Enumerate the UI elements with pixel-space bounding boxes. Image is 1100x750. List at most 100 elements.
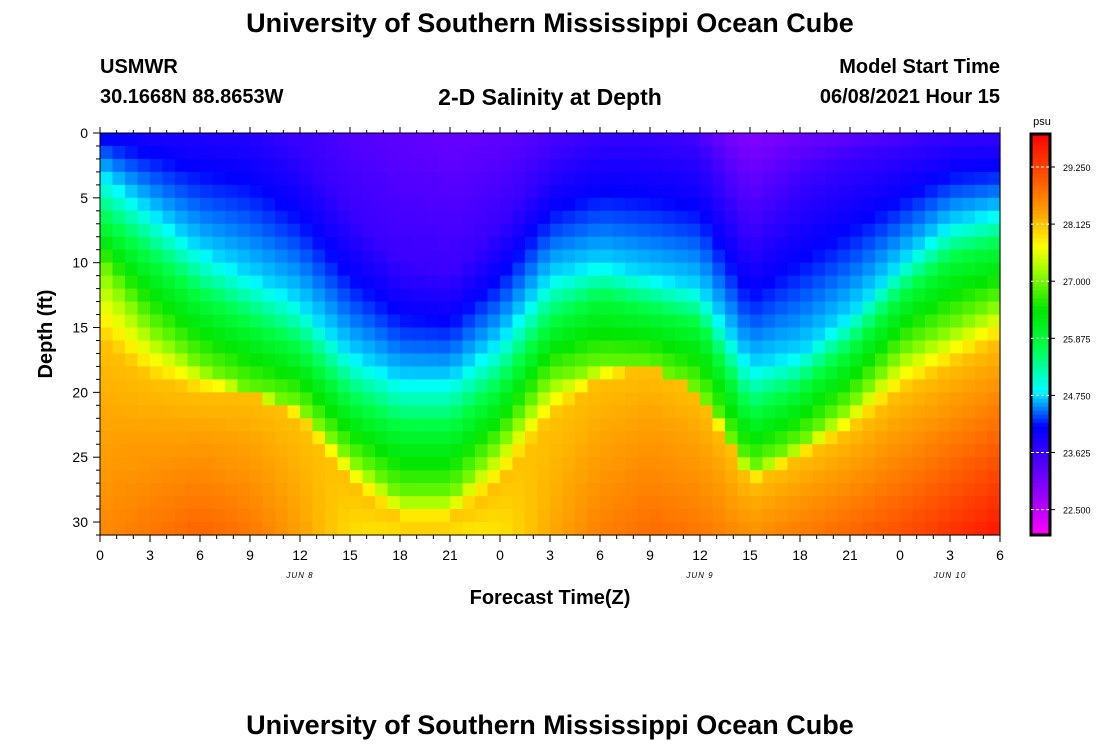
heatmap-cell (350, 171, 364, 186)
heatmap-cell (287, 171, 301, 186)
heatmap-cell (437, 197, 451, 212)
heatmap-cell (850, 301, 864, 316)
heatmap-cell (162, 236, 176, 251)
heatmap-cell (725, 223, 739, 238)
heatmap-cell (762, 496, 776, 510)
heatmap-cell (487, 405, 501, 419)
heatmap-cell (237, 509, 251, 523)
heatmap-cell (575, 366, 589, 380)
heatmap-cell (550, 405, 564, 419)
heatmap-cell (325, 262, 339, 277)
heatmap-cell (125, 301, 139, 316)
heatmap-cell (350, 236, 364, 251)
heatmap-cell (887, 496, 901, 510)
heatmap-cell (550, 301, 564, 316)
x-axis-label: Forecast Time(Z) (470, 587, 631, 609)
heatmap-cell (500, 210, 514, 225)
heatmap-cell (787, 379, 801, 393)
heatmap-cell (287, 522, 301, 536)
heatmap-cell (712, 171, 726, 186)
heatmap-cell (300, 457, 314, 471)
heatmap-cell (137, 522, 151, 536)
heatmap-cell (762, 483, 776, 497)
heatmap-cell (425, 327, 439, 342)
heatmap-cell (312, 509, 326, 523)
heatmap-cell (362, 262, 376, 277)
heatmap-cell (562, 509, 576, 523)
heatmap-cell (425, 405, 439, 419)
heatmap-cell (475, 340, 489, 355)
heatmap-cell (575, 314, 589, 329)
heatmap-cell (775, 444, 789, 458)
heatmap-cell (900, 444, 914, 458)
heatmap-cell (500, 366, 514, 380)
heatmap-cell (625, 405, 639, 419)
heatmap-cell (325, 275, 339, 290)
heatmap-cell (125, 236, 139, 251)
heatmap-cell (537, 366, 551, 380)
heatmap-cell (950, 223, 964, 238)
x-tick-label: 0 (896, 547, 904, 563)
heatmap-cell (812, 133, 826, 147)
heatmap-cell (487, 366, 501, 380)
heatmap-cell (825, 262, 839, 277)
colorbar-swatch (1031, 158, 1050, 163)
heatmap-cell (737, 249, 751, 264)
heatmap-cell (500, 249, 514, 264)
heatmap-cell (775, 392, 789, 406)
heatmap-cell (450, 301, 464, 316)
heatmap-cell (937, 301, 951, 316)
heatmap-cell (687, 171, 701, 186)
heatmap-cell (662, 314, 676, 329)
heatmap-cell (512, 288, 526, 303)
heatmap-cell (937, 340, 951, 355)
colorbar-swatch (1031, 490, 1050, 496)
heatmap-cell (200, 171, 214, 186)
heatmap-cell (312, 418, 326, 432)
colorbar-swatch (1031, 358, 1050, 364)
heatmap-cell (137, 392, 151, 406)
heatmap-cell (900, 262, 914, 277)
heatmap-cell (487, 444, 501, 458)
heatmap-cell (700, 223, 714, 238)
heatmap-cell (787, 249, 801, 264)
heatmap-cell (875, 340, 889, 355)
heatmap-cell (575, 275, 589, 290)
heatmap-cell (600, 133, 614, 147)
heatmap-cell (150, 509, 164, 523)
heatmap-cell (275, 262, 289, 277)
heatmap-cell (237, 210, 251, 225)
heatmap-cell (662, 418, 676, 432)
heatmap-cell (862, 249, 876, 264)
colorbar-swatch (1031, 366, 1050, 372)
heatmap-cell (412, 470, 426, 484)
heatmap-cell (362, 496, 376, 510)
heatmap-cell (612, 392, 626, 406)
heatmap-cell (487, 288, 501, 303)
heatmap-cell (375, 301, 389, 316)
heatmap-cell (325, 353, 339, 368)
heatmap-cell (337, 470, 351, 484)
heatmap-cell (912, 210, 926, 225)
heatmap-cell (862, 327, 876, 342)
heatmap-cell (987, 145, 1001, 160)
heatmap-cell (412, 431, 426, 445)
heatmap-cell (537, 496, 551, 510)
heatmap-cell (887, 236, 901, 251)
heatmap-cell (687, 496, 701, 510)
heatmap-cell (650, 522, 664, 536)
heatmap-cell (612, 158, 626, 173)
heatmap-cell (475, 301, 489, 316)
heatmap-cell (300, 314, 314, 329)
heatmap-cell (425, 223, 439, 238)
heatmap-cell (175, 366, 189, 380)
heatmap-cell (262, 327, 276, 342)
heatmap-cell (475, 379, 489, 393)
heatmap-cell (825, 197, 839, 212)
heatmap-cell (187, 236, 201, 251)
heatmap-cell (375, 366, 389, 380)
heatmap-cell (850, 197, 864, 212)
heatmap-cell (512, 431, 526, 445)
heatmap-cell (225, 405, 239, 419)
heatmap-cell (350, 210, 364, 225)
